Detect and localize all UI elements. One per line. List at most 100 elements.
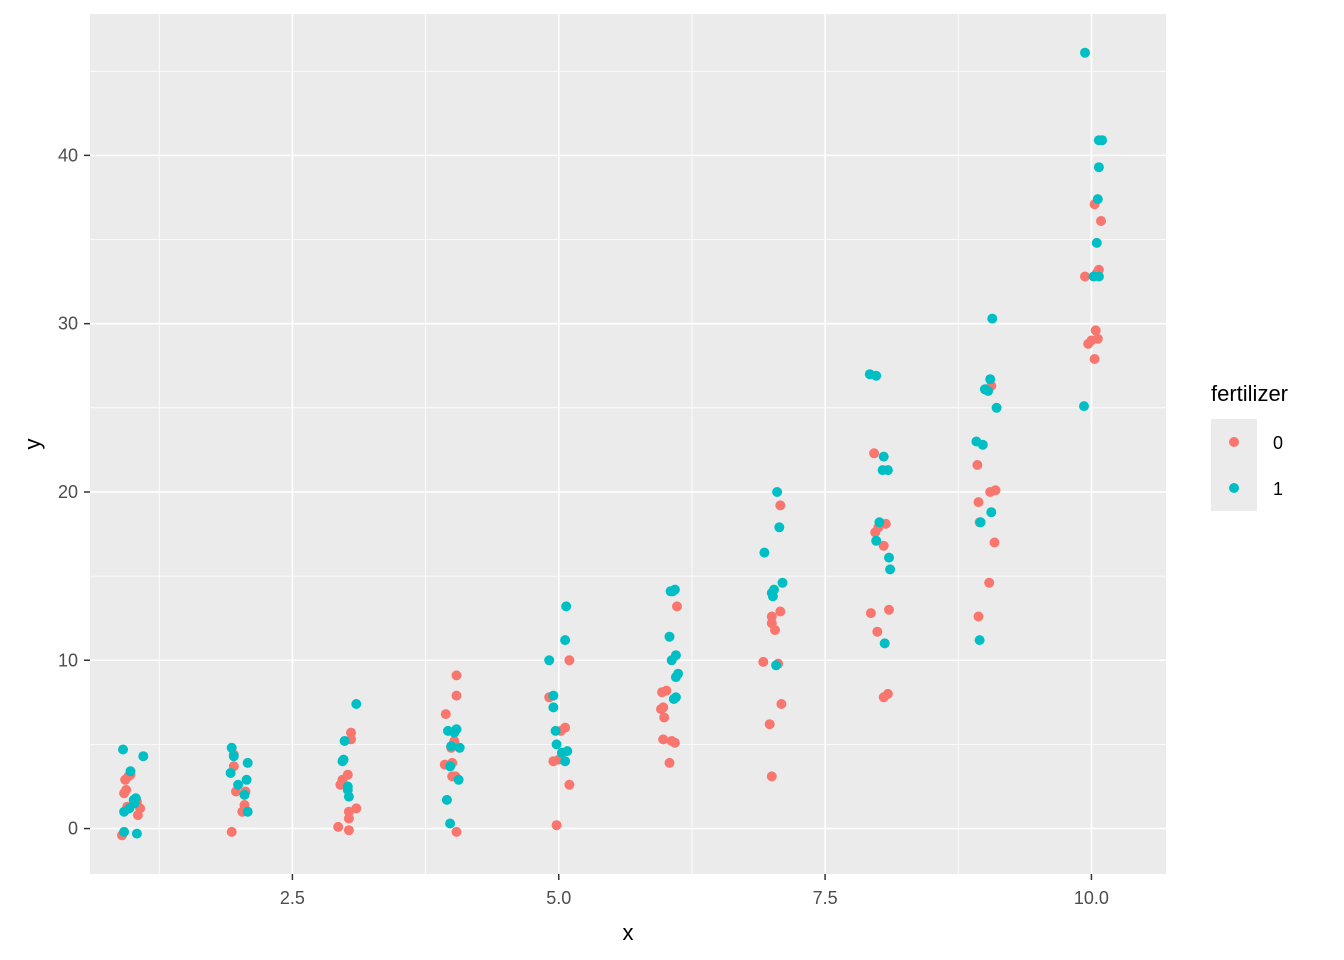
data-point-fertilizer-0 <box>775 500 786 511</box>
data-point-fertilizer-0 <box>878 692 889 703</box>
data-point-fertilizer-0 <box>1096 216 1106 226</box>
data-point-fertilizer-1 <box>342 781 353 792</box>
data-point-fertilizer-1 <box>453 774 464 785</box>
data-point-fertilizer-0 <box>1089 354 1100 364</box>
data-points <box>117 47 1108 841</box>
y-axis-title: y <box>20 439 45 450</box>
y-tick-label: 30 <box>58 314 78 334</box>
data-point-fertilizer-1 <box>975 517 986 528</box>
data-point-fertilizer-1 <box>125 766 136 777</box>
data-point-fertilizer-1 <box>1097 135 1108 146</box>
data-point-fertilizer-1 <box>1093 271 1104 282</box>
data-point-fertilizer-0 <box>664 757 675 768</box>
data-point-fertilizer-0 <box>548 756 559 767</box>
data-point-fertilizer-1 <box>878 451 889 462</box>
legend-key-point-1 <box>1229 483 1239 493</box>
x-tick-label: 10.0 <box>1074 888 1109 908</box>
data-point-fertilizer-1 <box>228 751 239 762</box>
data-point-fertilizer-0 <box>658 734 669 745</box>
data-point-fertilizer-0 <box>657 687 668 698</box>
data-point-fertilizer-0 <box>132 810 143 821</box>
data-point-fertilizer-1 <box>673 668 684 679</box>
data-point-fertilizer-1 <box>239 789 250 800</box>
x-tick-label: 7.5 <box>813 888 838 908</box>
data-point-fertilizer-0 <box>669 737 680 748</box>
data-point-fertilizer-0 <box>451 690 462 701</box>
data-point-fertilizer-1 <box>772 487 783 497</box>
data-point-fertilizer-1 <box>119 806 130 817</box>
data-point-fertilizer-1 <box>987 313 998 324</box>
data-point-fertilizer-1 <box>771 660 782 671</box>
data-point-fertilizer-1 <box>1079 401 1089 412</box>
data-point-fertilizer-0 <box>658 702 669 713</box>
y-tick-label: 20 <box>58 482 78 502</box>
data-point-fertilizer-1 <box>774 522 785 533</box>
major-gridlines <box>90 14 1166 874</box>
data-point-fertilizer-0 <box>775 606 786 617</box>
data-point-fertilizer-0 <box>121 784 132 795</box>
data-point-fertilizer-0 <box>865 608 876 619</box>
data-point-fertilizer-0 <box>451 826 462 837</box>
panel-background <box>90 14 1166 874</box>
data-point-fertilizer-1 <box>446 741 457 752</box>
data-point-fertilizer-0 <box>226 826 237 837</box>
data-point-fertilizer-1 <box>560 756 571 767</box>
data-point-fertilizer-1 <box>665 586 676 597</box>
data-point-fertilizer-0 <box>551 820 562 831</box>
data-point-fertilizer-1 <box>759 547 770 558</box>
data-point-fertilizer-1 <box>242 806 253 817</box>
data-point-fertilizer-0 <box>984 577 995 588</box>
data-point-fertilizer-0 <box>990 485 1001 496</box>
data-point-fertilizer-1 <box>666 655 677 666</box>
data-point-fertilizer-0 <box>1090 325 1101 336</box>
data-point-fertilizer-0 <box>564 779 575 790</box>
data-point-fertilizer-1 <box>871 370 882 381</box>
minor-gridlines <box>90 14 1166 874</box>
data-point-fertilizer-1 <box>445 818 456 829</box>
data-point-fertilizer-0 <box>878 540 889 551</box>
data-point-fertilizer-0 <box>972 460 983 470</box>
data-point-fertilizer-1 <box>441 794 452 805</box>
data-point-fertilizer-1 <box>445 761 456 772</box>
data-point-fertilizer-0 <box>343 825 354 836</box>
data-point-fertilizer-1 <box>871 535 882 546</box>
data-point-fertilizer-1 <box>1091 237 1102 248</box>
data-point-fertilizer-0 <box>1092 333 1103 344</box>
legend-title: fertilizer <box>1211 381 1288 406</box>
data-point-fertilizer-1 <box>977 439 988 450</box>
data-point-fertilizer-0 <box>758 656 769 667</box>
data-point-fertilizer-1 <box>339 736 350 746</box>
data-point-fertilizer-1 <box>544 655 555 666</box>
data-point-fertilizer-0 <box>440 709 451 720</box>
data-point-fertilizer-1 <box>242 757 253 768</box>
data-point-fertilizer-1 <box>1092 194 1103 205</box>
data-point-fertilizer-1 <box>343 791 354 802</box>
data-point-fertilizer-1 <box>1093 162 1104 173</box>
data-point-fertilizer-1 <box>560 635 571 646</box>
x-tick-label: 2.5 <box>280 888 305 908</box>
legend-key-point-0 <box>1229 437 1239 447</box>
y-axis-ticks: 0 10 20 30 40 <box>58 145 90 839</box>
data-point-fertilizer-1 <box>974 635 985 646</box>
data-point-fertilizer-1 <box>767 591 778 602</box>
data-point-fertilizer-1 <box>454 742 465 753</box>
data-point-fertilizer-0 <box>776 699 787 709</box>
data-point-fertilizer-0 <box>672 601 682 612</box>
data-point-fertilizer-1 <box>449 727 460 738</box>
data-point-fertilizer-1 <box>991 402 1002 413</box>
legend: fertilizer 0 1 <box>1211 381 1288 511</box>
data-point-fertilizer-1 <box>226 742 237 753</box>
data-point-fertilizer-1 <box>885 564 896 575</box>
data-point-fertilizer-0 <box>870 527 881 538</box>
legend-label-1: 1 <box>1273 479 1283 499</box>
data-point-fertilizer-0 <box>766 771 777 782</box>
data-point-fertilizer-0 <box>764 719 775 730</box>
data-point-fertilizer-0 <box>973 497 984 508</box>
data-point-fertilizer-1 <box>556 747 567 758</box>
data-point-fertilizer-0 <box>659 712 670 723</box>
data-point-fertilizer-1 <box>985 374 996 385</box>
data-point-fertilizer-1 <box>337 756 348 767</box>
x-axis-ticks: 2.5 5.0 7.5 10.0 <box>280 874 1109 908</box>
data-point-fertilizer-0 <box>451 670 462 681</box>
data-point-fertilizer-1 <box>983 386 994 396</box>
